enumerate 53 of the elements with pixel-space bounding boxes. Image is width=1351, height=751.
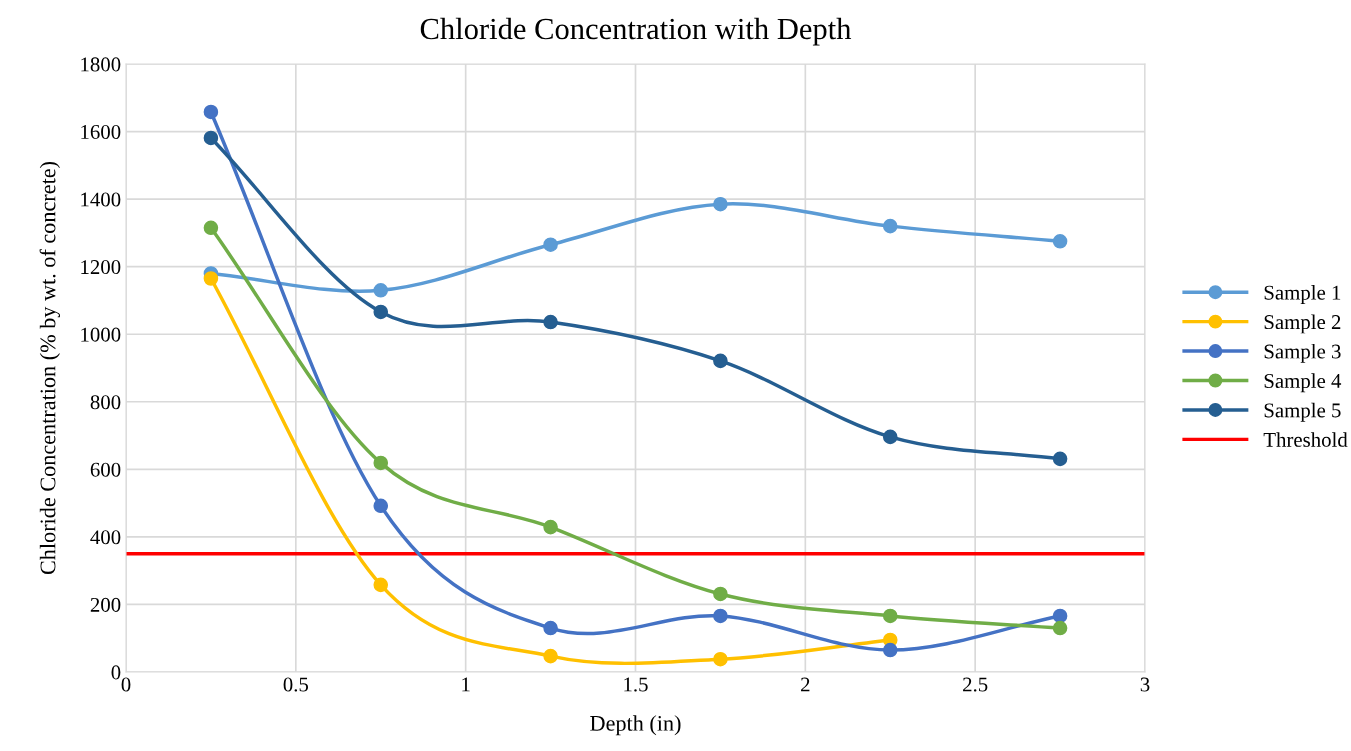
point bbox=[543, 519, 558, 535]
y-tick-label: 800 bbox=[90, 395, 121, 410]
point bbox=[713, 651, 728, 667]
point bbox=[203, 220, 219, 236]
point bbox=[543, 648, 558, 664]
point bbox=[543, 620, 558, 636]
y-tick-label: 1200 bbox=[81, 260, 121, 275]
y-tick-label: 1600 bbox=[81, 124, 121, 139]
x-tick-label: 3 bbox=[1140, 677, 1150, 692]
legend-label: Sample 1 bbox=[1264, 285, 1341, 304]
chart-title: Chloride Concentration with Depth bbox=[420, 17, 852, 46]
y-tick-label: 0 bbox=[111, 665, 121, 680]
point bbox=[373, 577, 389, 593]
legend-label: Sample 3 bbox=[1264, 343, 1341, 363]
legend-label: Sample 4 bbox=[1264, 373, 1342, 393]
x-tick-label: 1.5 bbox=[624, 677, 648, 692]
y-tick-label: 1800 bbox=[81, 57, 121, 72]
y-tick-label: 1000 bbox=[81, 327, 121, 342]
y-tick-label: 400 bbox=[90, 530, 121, 545]
y-axis-title: Chloride Concentration (% by wt. of concrete) bbox=[39, 161, 61, 575]
point bbox=[882, 642, 898, 658]
point bbox=[713, 586, 728, 602]
point bbox=[373, 455, 389, 471]
point bbox=[373, 304, 389, 320]
point bbox=[882, 429, 898, 445]
x-tick-label: 0 bbox=[121, 677, 131, 692]
point bbox=[1052, 234, 1068, 249]
legend-label: Sample 5 bbox=[1264, 402, 1341, 422]
legend-label: Threshold bbox=[1263, 432, 1348, 447]
legend-label: Sample 2 bbox=[1264, 314, 1341, 334]
point bbox=[203, 271, 219, 286]
x-tick-label: 0.5 bbox=[283, 677, 309, 692]
point bbox=[543, 237, 558, 252]
point bbox=[203, 104, 219, 120]
point bbox=[203, 130, 219, 146]
point bbox=[1052, 608, 1068, 624]
point bbox=[713, 608, 728, 624]
point bbox=[882, 608, 898, 624]
y-tick-label: 600 bbox=[90, 462, 121, 477]
x-tick-label: 2.5 bbox=[963, 677, 988, 692]
point bbox=[373, 498, 389, 514]
x-axis-title: Depth (in) bbox=[590, 715, 681, 736]
x-tick-label: 2 bbox=[801, 677, 810, 692]
point bbox=[882, 218, 898, 234]
point bbox=[713, 353, 728, 369]
y-tick-label: 1400 bbox=[81, 192, 121, 207]
point bbox=[543, 314, 558, 330]
x-tick-label: 1 bbox=[462, 677, 470, 692]
point bbox=[713, 196, 728, 212]
y-tick-label: 200 bbox=[90, 597, 121, 612]
point bbox=[373, 283, 389, 298]
point bbox=[1052, 451, 1068, 467]
point bbox=[1052, 620, 1068, 636]
